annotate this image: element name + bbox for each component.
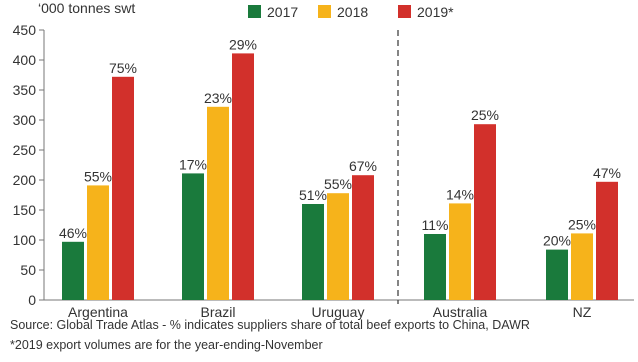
data-label: 14% bbox=[446, 186, 474, 202]
y-tick-label: 350 bbox=[13, 82, 37, 98]
data-labels: 46%55%75%17%23%29%51%55%67%11%14%25%20%2… bbox=[59, 36, 621, 248]
data-label: 55% bbox=[324, 176, 352, 192]
category-label: Australia bbox=[433, 304, 488, 320]
bar-brazil-2019 bbox=[232, 53, 254, 301]
bar-australia-2017 bbox=[424, 234, 446, 300]
bar-argentina-2018 bbox=[87, 185, 109, 300]
category-label: NZ bbox=[573, 304, 592, 320]
legend-label: 2018 bbox=[337, 4, 368, 20]
bar-nz-2017 bbox=[546, 249, 568, 300]
data-label: 29% bbox=[229, 36, 257, 52]
legend-swatch bbox=[318, 5, 331, 18]
y-tick-label: 50 bbox=[20, 262, 36, 278]
y-unit-label: ‘000 tonnes swt bbox=[38, 0, 135, 16]
legend-swatch bbox=[398, 5, 411, 18]
category-label: Brazil bbox=[200, 304, 235, 320]
category-labels: Argentina Brazil Uruguay Australia NZ bbox=[68, 304, 592, 320]
y-tick-label: 250 bbox=[13, 142, 37, 158]
bar-uruguay-2018 bbox=[327, 193, 349, 300]
data-label: 51% bbox=[299, 187, 327, 203]
category-label: Argentina bbox=[68, 304, 128, 320]
footnote: *2019 export volumes are for the year-en… bbox=[10, 338, 323, 352]
bar-uruguay-2019 bbox=[352, 175, 374, 300]
y-tick-label: 400 bbox=[13, 52, 37, 68]
bar-uruguay-2017 bbox=[302, 204, 324, 300]
legend-label: 2017 bbox=[267, 4, 298, 20]
y-tick-label: 200 bbox=[13, 172, 37, 188]
data-label: 17% bbox=[179, 156, 207, 172]
bar-argentina-2019 bbox=[112, 76, 134, 300]
data-label: 20% bbox=[543, 233, 571, 249]
bar-brazil-2018 bbox=[207, 106, 229, 300]
bar-nz-2019 bbox=[596, 181, 618, 300]
bar-australia-2019 bbox=[474, 124, 496, 300]
data-label: 25% bbox=[568, 216, 596, 232]
y-tick-label: 0 bbox=[28, 292, 36, 308]
y-tick-label: 100 bbox=[13, 232, 37, 248]
data-label: 25% bbox=[471, 107, 499, 123]
legend-label: 2019* bbox=[417, 4, 454, 20]
y-axis-ticks: 0 50 100 150 200 250 300 350 400 450 bbox=[13, 22, 44, 308]
y-tick-label: 150 bbox=[13, 202, 37, 218]
data-label: 55% bbox=[84, 168, 112, 184]
bar-argentina-2017 bbox=[62, 241, 84, 300]
data-label: 11% bbox=[422, 217, 449, 233]
data-label: 75% bbox=[109, 60, 137, 76]
bar-australia-2018 bbox=[449, 203, 471, 300]
y-tick-label: 300 bbox=[13, 112, 37, 128]
bar-chart: ‘000 tonnes swt 2017 2018 2019* 0 50 100 150 2… bbox=[13, 0, 634, 320]
bar-nz-2018 bbox=[571, 233, 593, 300]
legend-swatch bbox=[248, 5, 261, 18]
data-label: 47% bbox=[593, 165, 621, 181]
y-tick-label: 450 bbox=[13, 22, 37, 38]
data-label: 67% bbox=[349, 158, 377, 174]
data-label: 46% bbox=[59, 225, 87, 241]
data-label: 23% bbox=[204, 90, 232, 106]
bar-brazil-2017 bbox=[182, 173, 204, 300]
category-label: Uruguay bbox=[312, 304, 365, 320]
source-note: Source: Global Trade Atlas - % indicates… bbox=[10, 318, 530, 332]
legend: 2017 2018 2019* bbox=[248, 4, 454, 20]
bars bbox=[62, 53, 618, 301]
